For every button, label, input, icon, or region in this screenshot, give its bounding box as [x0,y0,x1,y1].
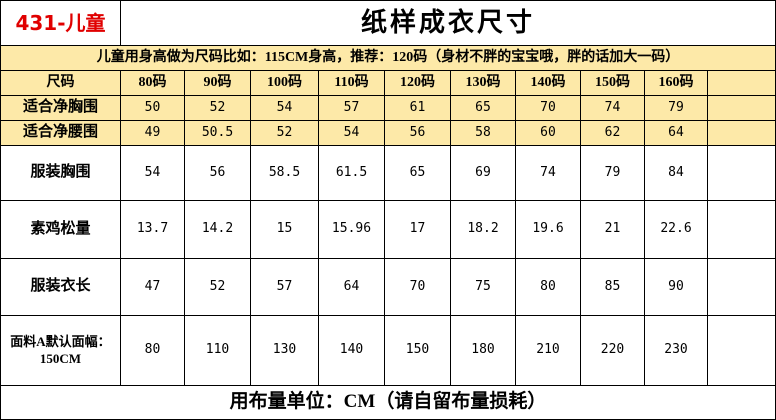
empty-cell [708,71,776,96]
value-cell: 47 [121,259,185,316]
value-cell: 56 [185,146,251,201]
size-header: 140码 [516,71,581,96]
value-cell: 75 [451,259,516,316]
value-cell: 50 [121,96,185,121]
value-cell: 64 [319,259,385,316]
value-cell: 85 [581,259,645,316]
value-cell: 69 [451,146,516,201]
value-cell: 14.2 [185,201,251,259]
empty-cell [708,201,776,259]
note-cell: 儿童用身高做为尺码比如：115CM身高，推荐：120码（身材不胖的宝宝哦，胖的话… [1,46,776,71]
value-cell: 130 [251,316,319,386]
value-cell: 80 [516,259,581,316]
empty-cell [708,121,776,146]
value-cell: 54 [121,146,185,201]
empty-cell [708,259,776,316]
value-cell: 230 [645,316,708,386]
row-label: 适合净腰围 [1,121,121,146]
code-cell: 431-儿童 [1,1,121,46]
value-cell: 61 [385,96,451,121]
size-header: 110码 [319,71,385,96]
value-cell: 150 [385,316,451,386]
size-header: 130码 [451,71,516,96]
title-cell: 纸样成衣尺寸 [121,1,776,46]
row-header: 尺码 [1,71,121,96]
empty-cell [708,316,776,386]
value-cell: 84 [645,146,708,201]
value-cell: 15 [251,201,319,259]
value-cell: 70 [516,96,581,121]
value-cell: 19.6 [516,201,581,259]
size-header: 160码 [645,71,708,96]
value-cell: 60 [516,121,581,146]
row-label: 服装胸围 [1,146,121,201]
value-cell: 90 [645,259,708,316]
size-header: 100码 [251,71,319,96]
value-cell: 210 [516,316,581,386]
value-cell: 79 [581,146,645,201]
value-cell: 17 [385,201,451,259]
value-cell: 74 [516,146,581,201]
value-cell: 70 [385,259,451,316]
value-cell: 52 [185,96,251,121]
value-cell: 64 [645,121,708,146]
value-cell: 13.7 [121,201,185,259]
row-label: 适合净胸围 [1,96,121,121]
value-cell: 65 [451,96,516,121]
value-cell: 15.96 [319,201,385,259]
value-cell: 74 [581,96,645,121]
footer-cell: 用布量单位：CM（请自留布量损耗） [1,386,776,420]
value-cell: 79 [645,96,708,121]
value-cell: 54 [319,121,385,146]
value-cell: 140 [319,316,385,386]
size-header: 150码 [581,71,645,96]
value-cell: 110 [185,316,251,386]
value-cell: 18.2 [451,201,516,259]
value-cell: 80 [121,316,185,386]
value-cell: 58.5 [251,146,319,201]
value-cell: 52 [185,259,251,316]
value-cell: 52 [251,121,319,146]
row-label: 服装衣长 [1,259,121,316]
value-cell: 56 [385,121,451,146]
value-cell: 49 [121,121,185,146]
value-cell: 21 [581,201,645,259]
size-header: 90码 [185,71,251,96]
value-cell: 62 [581,121,645,146]
value-cell: 57 [319,96,385,121]
empty-cell [708,96,776,121]
value-cell: 180 [451,316,516,386]
value-cell: 22.6 [645,201,708,259]
size-header: 80码 [121,71,185,96]
row-label: 素鸡松量 [1,201,121,259]
value-cell: 61.5 [319,146,385,201]
row-label: 面料A默认面幅：150CM [1,316,121,386]
value-cell: 220 [581,316,645,386]
value-cell: 58 [451,121,516,146]
value-cell: 54 [251,96,319,121]
empty-cell [708,146,776,201]
value-cell: 57 [251,259,319,316]
value-cell: 65 [385,146,451,201]
size-header: 120码 [385,71,451,96]
value-cell: 50.5 [185,121,251,146]
